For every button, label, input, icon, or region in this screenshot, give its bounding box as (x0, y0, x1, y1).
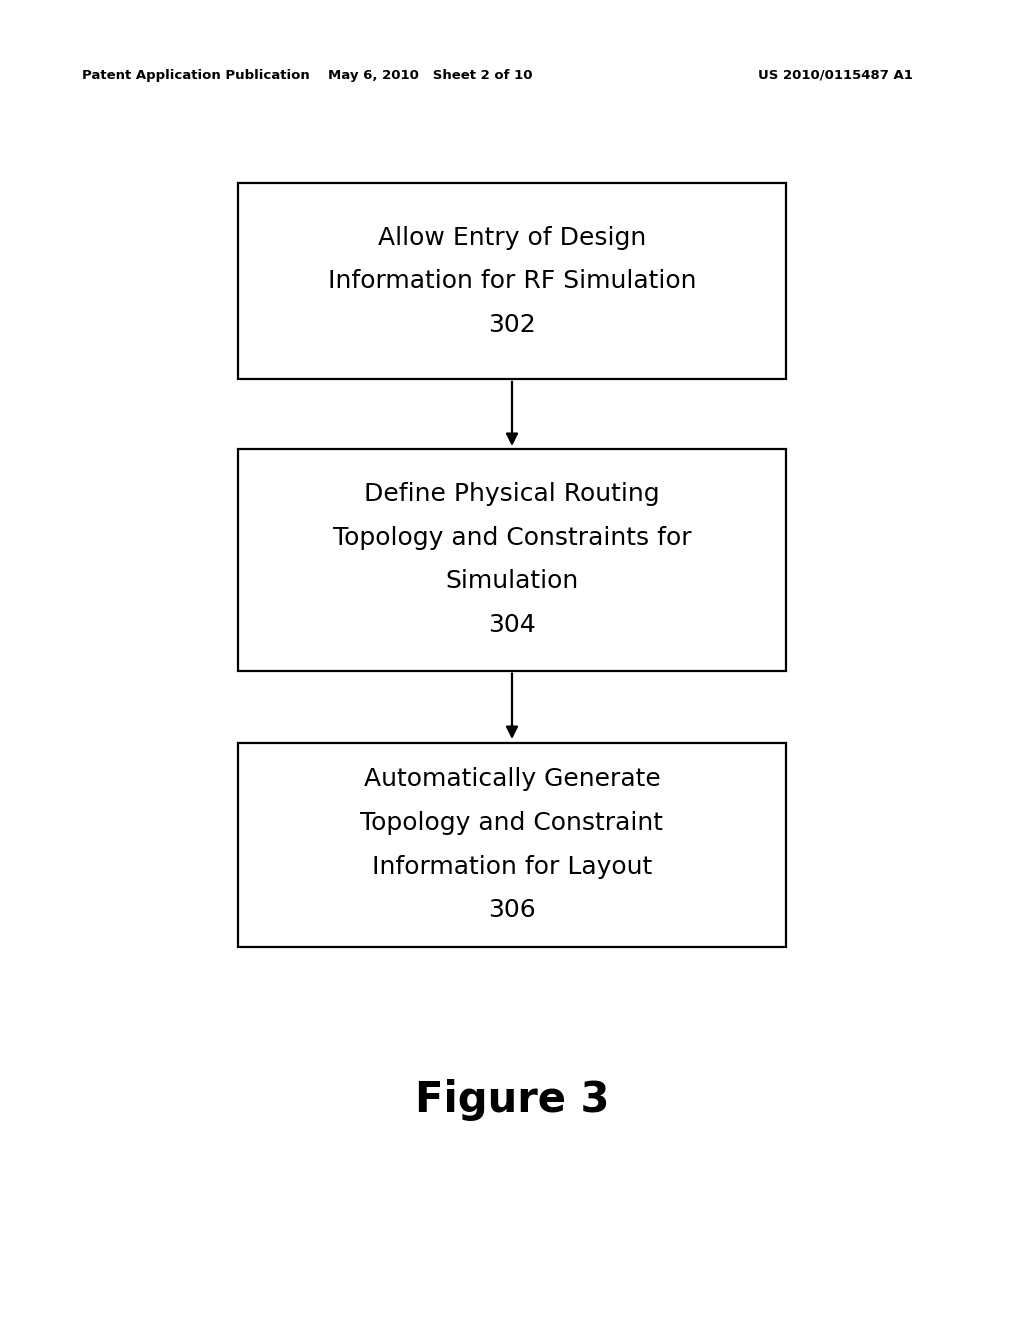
Text: US 2010/0115487 A1: US 2010/0115487 A1 (758, 69, 912, 82)
Text: May 6, 2010   Sheet 2 of 10: May 6, 2010 Sheet 2 of 10 (328, 69, 532, 82)
Text: Define Physical Routing: Define Physical Routing (365, 482, 659, 507)
Text: Information for RF Simulation: Information for RF Simulation (328, 269, 696, 293)
Text: Topology and Constraints for: Topology and Constraints for (333, 525, 691, 550)
FancyBboxPatch shape (238, 742, 786, 948)
Text: 304: 304 (488, 612, 536, 638)
Text: Topology and Constraint: Topology and Constraint (360, 810, 664, 836)
FancyBboxPatch shape (238, 449, 786, 671)
Text: 306: 306 (488, 898, 536, 923)
Text: Patent Application Publication: Patent Application Publication (82, 69, 309, 82)
Text: Allow Entry of Design: Allow Entry of Design (378, 226, 646, 249)
Text: 302: 302 (488, 313, 536, 337)
Text: Automatically Generate: Automatically Generate (364, 767, 660, 792)
FancyBboxPatch shape (238, 183, 786, 379)
Text: Information for Layout: Information for Layout (372, 854, 652, 879)
Text: Figure 3: Figure 3 (415, 1078, 609, 1121)
Text: Simulation: Simulation (445, 569, 579, 594)
